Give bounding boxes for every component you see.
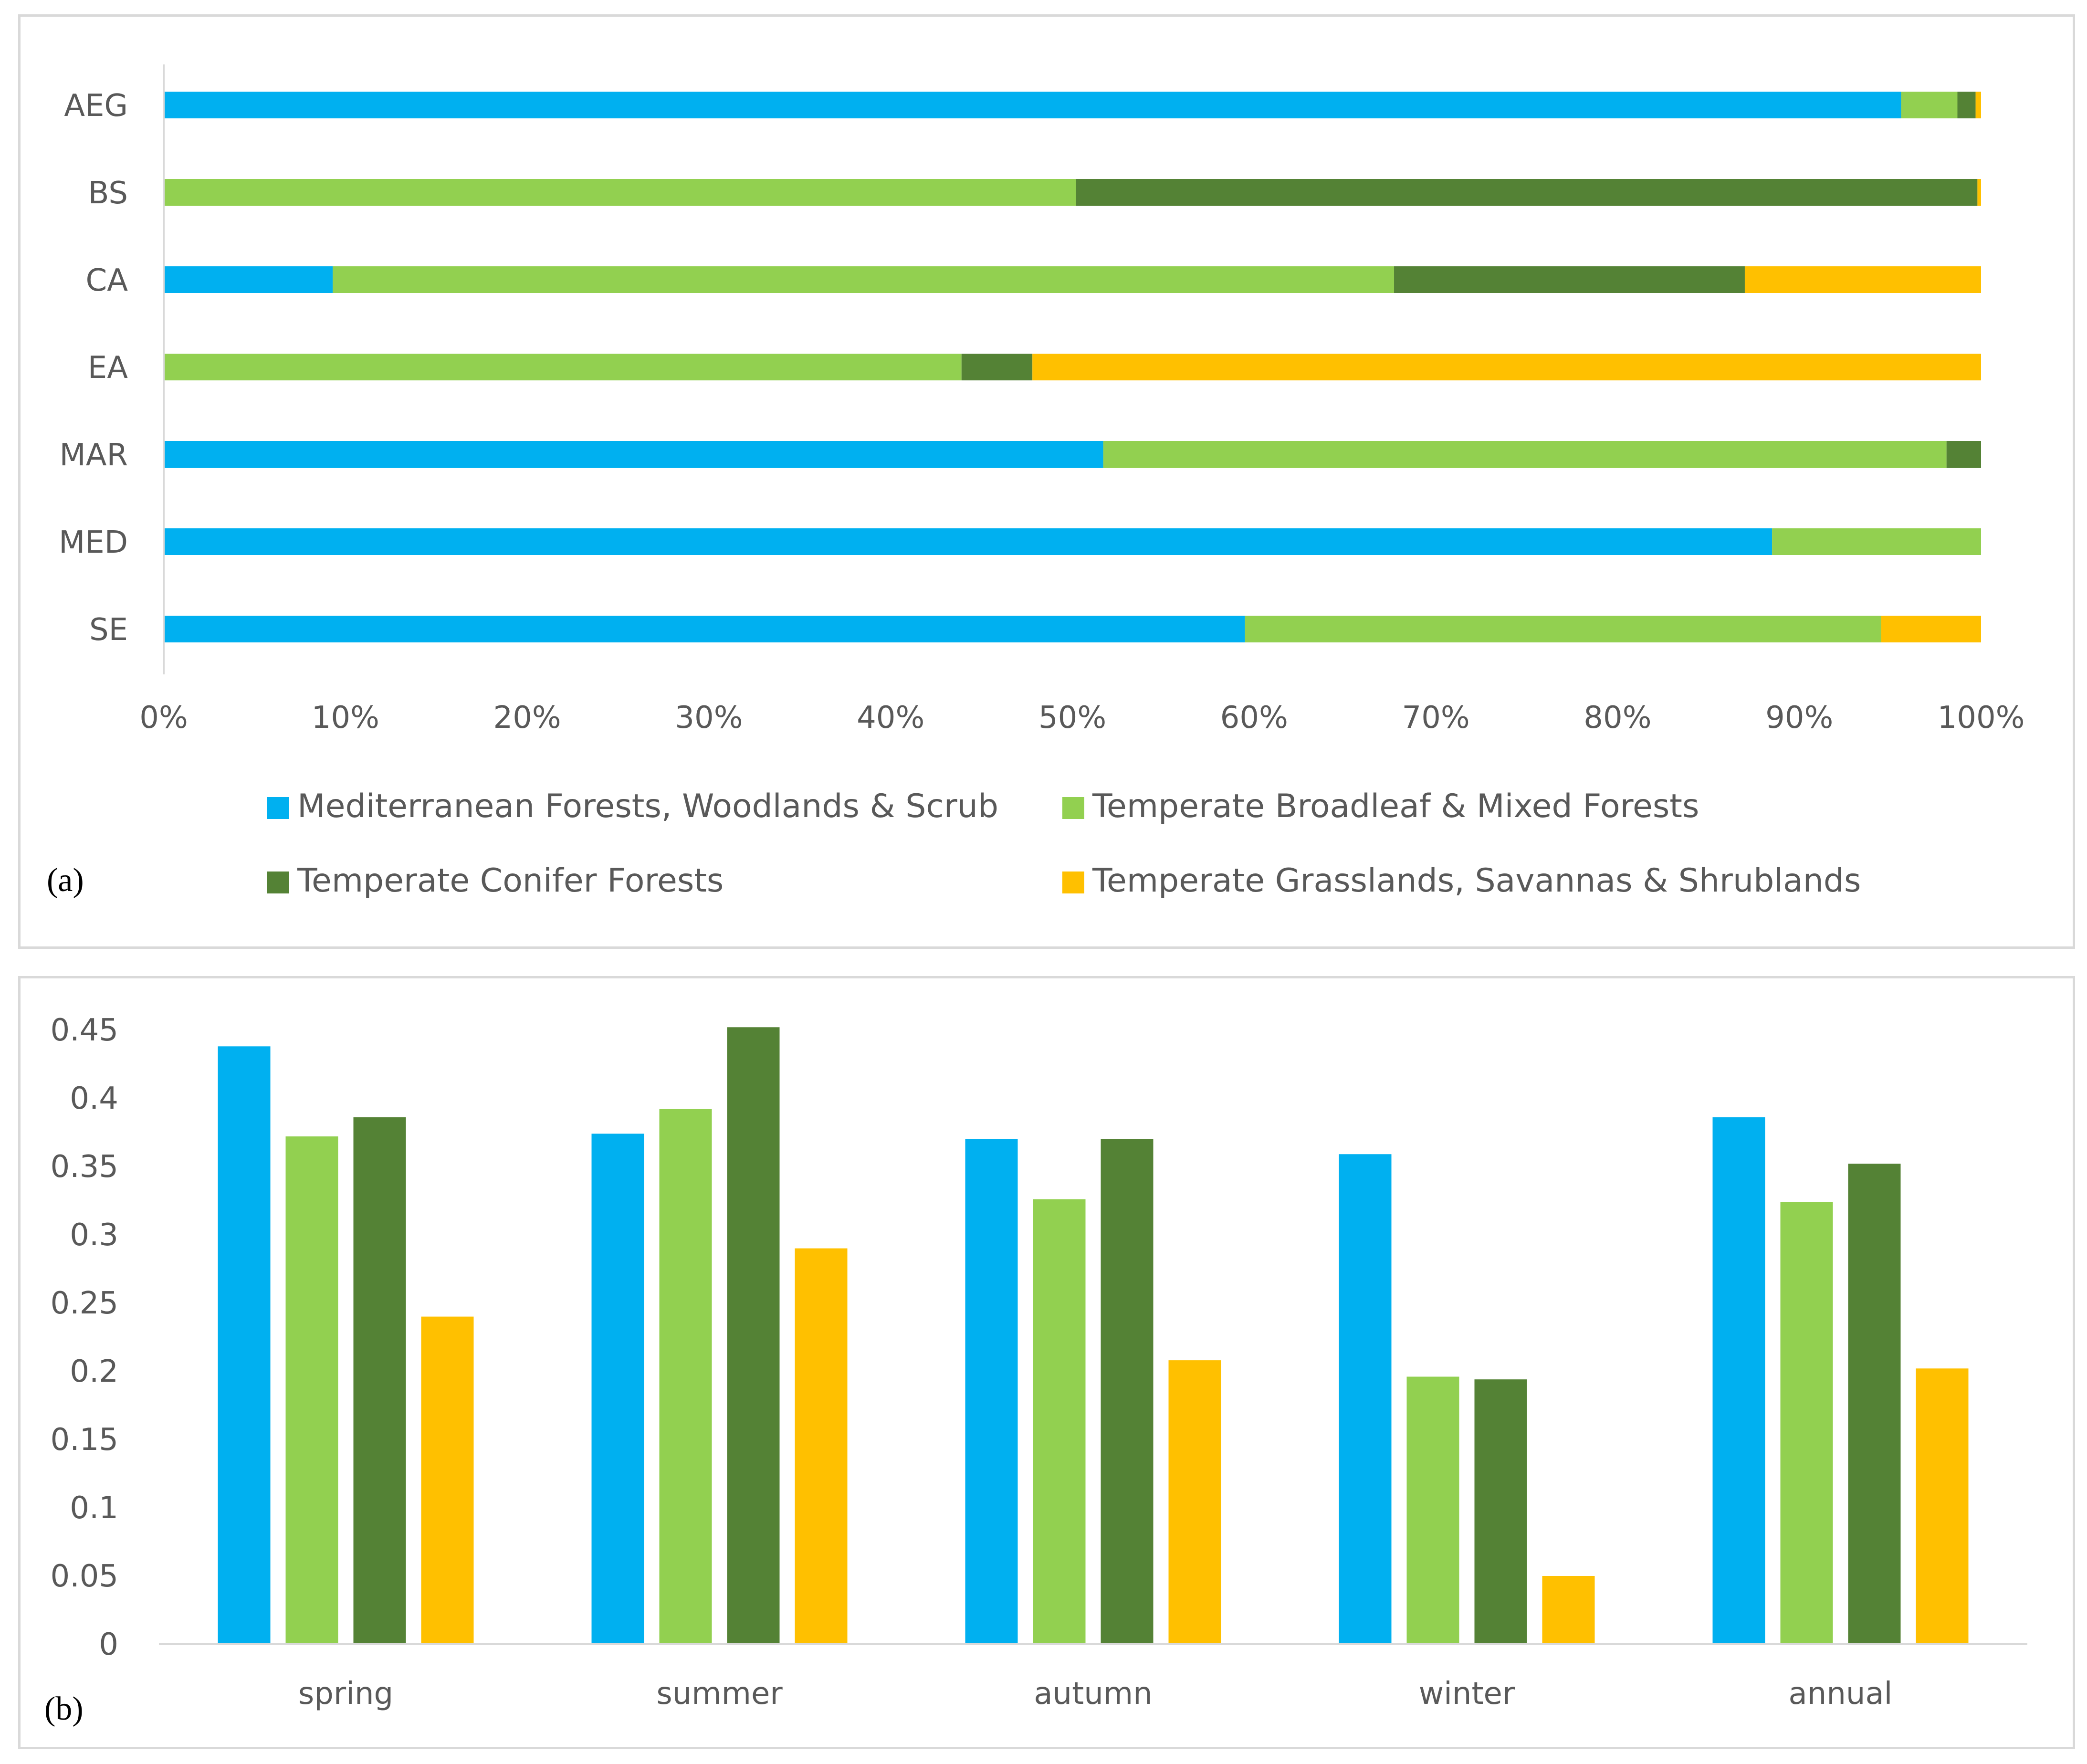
category-label-ca: CA <box>86 263 128 298</box>
chart-b-y-tick-labels: 0 0.05 0.1 0.15 0.2 0.25 0.3 0.35 0.4 0.45 <box>51 1013 119 1662</box>
y-tick-0-3: 0.3 <box>70 1218 118 1253</box>
x-tick-30-percent: 30% <box>675 700 743 735</box>
chart-b-category-labels: spring summer autumn winter annual <box>298 1676 1893 1712</box>
x-tick-60-percent: 60% <box>1220 700 1288 735</box>
legend: Mediterranean Forests, Woodlands & Scrub… <box>267 788 1861 900</box>
category-label-aeg: AEG <box>64 88 128 124</box>
bar-summer-broadleaf <box>659 1109 712 1644</box>
legend-label-mediterranean: Mediterranean Forests, Woodlands & Scrub <box>297 788 998 825</box>
bar-annual-conifer <box>1848 1164 1901 1644</box>
bar-mar-mediterranean <box>164 441 1103 468</box>
panel-b-seasonal-values: 0 0.05 0.1 0.15 0.2 0.25 0.3 0.35 0.4 0.45 spring… <box>18 976 2075 1749</box>
category-label-winter: winter <box>1419 1676 1515 1712</box>
legend-swatch-mediterranean <box>267 797 289 819</box>
bar-med-broadleaf <box>1772 528 1981 555</box>
panel-label-a: (a) <box>47 862 84 899</box>
chart-a-bars <box>164 92 1981 642</box>
chart-a-x-tick-labels: 0% 10% 20% 30% 40% 50% 60% 70% 80% 90% 100% <box>139 700 2024 735</box>
bar-spring-mediterranean <box>218 1046 271 1644</box>
x-tick-80-percent: 80% <box>1584 700 1651 735</box>
category-label-ea: EA <box>88 350 128 386</box>
bar-ca-broadleaf <box>333 266 1395 293</box>
bar-se-grasslands <box>1881 616 1981 642</box>
x-tick-70-percent: 70% <box>1402 700 1469 735</box>
x-tick-10-percent: 10% <box>312 700 379 735</box>
category-label-med: MED <box>59 525 128 560</box>
bar-summer-grasslands <box>795 1248 848 1644</box>
bar-med-mediterranean <box>164 528 1772 555</box>
bar-annual-mediterranean <box>1712 1117 1765 1644</box>
bar-aeg-mediterranean <box>164 92 1901 118</box>
bar-ca-mediterranean <box>164 266 333 293</box>
x-tick-20-percent: 20% <box>493 700 561 735</box>
category-label-spring: spring <box>298 1676 393 1712</box>
y-tick-0: 0 <box>99 1627 118 1662</box>
bar-bs-conifer <box>1076 179 1978 206</box>
category-label-annual: annual <box>1789 1676 1893 1712</box>
bar-summer-mediterranean <box>591 1134 644 1644</box>
legend-swatch-grasslands <box>1062 872 1084 893</box>
panel-a-biome-composition: AEG BS CA EA MAR MED SE 0% 10% 20% 30% 40% 50% 60% 70… <box>18 14 2075 949</box>
chart-a-svg: AEG BS CA EA MAR MED SE 0% 10% 20% 30% 40% 50% 60% 70… <box>47 64 2024 900</box>
y-tick-0-45: 0.45 <box>51 1013 119 1048</box>
bar-autumn-conifer <box>1101 1139 1154 1644</box>
category-label-autumn: autumn <box>1034 1676 1152 1712</box>
legend-swatch-broadleaf <box>1062 797 1084 819</box>
x-tick-100-percent: 100% <box>1938 700 2025 735</box>
bar-aeg-grasslands <box>1975 92 1981 118</box>
bar-se-broadleaf <box>1245 616 1881 642</box>
legend-label-conifer: Temperate Conifer Forests <box>297 862 724 900</box>
bar-bs-broadleaf <box>164 179 1076 206</box>
bar-ea-broadleaf <box>164 354 962 380</box>
y-tick-0-1: 0.1 <box>70 1491 118 1526</box>
bar-aeg-broadleaf <box>1901 92 1958 118</box>
bar-spring-broadleaf <box>285 1136 338 1644</box>
bar-autumn-broadleaf <box>1033 1199 1086 1644</box>
legend-label-grasslands: Temperate Grasslands, Savannas & Shrubla… <box>1092 862 1861 900</box>
bar-se-mediterranean <box>164 616 1245 642</box>
category-label-summer: summer <box>656 1676 783 1712</box>
y-tick-0-05: 0.05 <box>51 1559 119 1594</box>
y-tick-0-2: 0.2 <box>70 1354 118 1389</box>
bar-ea-conifer <box>961 354 1033 380</box>
bar-spring-grasslands <box>421 1316 474 1644</box>
bar-mar-broadleaf <box>1103 441 1947 468</box>
x-tick-40-percent: 40% <box>857 700 924 735</box>
chart-b-svg: 0 0.05 0.1 0.15 0.2 0.25 0.3 0.35 0.4 0.45 spring… <box>44 1013 2027 1727</box>
x-tick-0-percent: 0% <box>139 700 188 735</box>
chart-a-category-labels: AEG BS CA EA MAR MED SE <box>59 88 128 648</box>
category-label-se: SE <box>89 612 128 648</box>
bar-annual-broadleaf <box>1780 1202 1833 1644</box>
x-tick-90-percent: 90% <box>1765 700 1833 735</box>
chart-b-bars <box>218 1027 1969 1644</box>
bar-autumn-mediterranean <box>965 1139 1018 1644</box>
bar-spring-conifer <box>353 1117 406 1644</box>
x-tick-50-percent: 50% <box>1038 700 1106 735</box>
y-tick-0-25: 0.25 <box>51 1286 119 1321</box>
y-tick-0-4: 0.4 <box>70 1081 118 1116</box>
legend-label-broadleaf: Temperate Broadleaf & Mixed Forests <box>1092 788 1699 825</box>
bar-summer-conifer <box>727 1027 780 1644</box>
bar-winter-mediterranean <box>1339 1154 1392 1644</box>
category-label-bs: BS <box>88 176 128 211</box>
bar-autumn-grasslands <box>1168 1360 1221 1644</box>
bar-bs-grasslands <box>1977 179 1981 206</box>
bar-ea-grasslands <box>1032 354 1981 380</box>
legend-swatch-conifer <box>267 872 289 893</box>
bar-ca-conifer <box>1394 266 1745 293</box>
bar-ca-grasslands <box>1744 266 1981 293</box>
y-tick-0-35: 0.35 <box>51 1149 119 1185</box>
panel-label-b: (b) <box>44 1690 84 1727</box>
bar-aeg-conifer <box>1957 92 1976 118</box>
bar-mar-conifer <box>1946 441 1981 468</box>
bar-winter-conifer <box>1474 1379 1527 1644</box>
category-label-mar: MAR <box>60 438 128 473</box>
bar-winter-broadleaf <box>1406 1376 1459 1644</box>
y-tick-0-15: 0.15 <box>51 1422 119 1458</box>
bar-annual-grasslands <box>1916 1368 1969 1644</box>
bar-winter-grasslands <box>1542 1576 1595 1644</box>
